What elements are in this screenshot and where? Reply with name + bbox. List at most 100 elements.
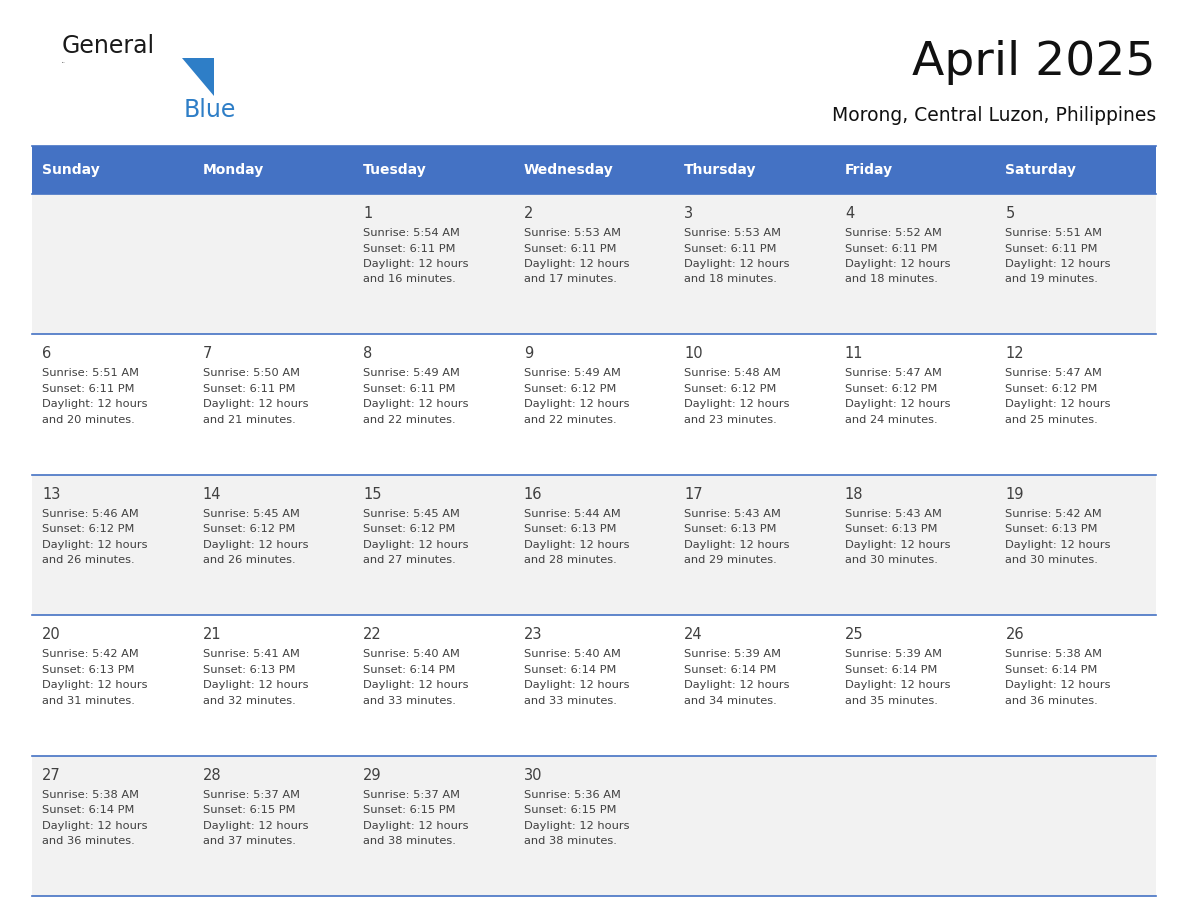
- Text: and 18 minutes.: and 18 minutes.: [684, 274, 777, 285]
- Text: and 37 minutes.: and 37 minutes.: [203, 836, 296, 846]
- Bar: [32, 334, 192, 475]
- Text: Daylight: 12 hours: Daylight: 12 hours: [203, 399, 308, 409]
- Bar: [513, 194, 675, 334]
- Text: 13: 13: [42, 487, 61, 502]
- Text: Daylight: 12 hours: Daylight: 12 hours: [203, 821, 308, 831]
- Text: 6: 6: [42, 346, 51, 362]
- Text: and 38 minutes.: and 38 minutes.: [524, 836, 617, 846]
- Text: 10: 10: [684, 346, 703, 362]
- Text: Daylight: 12 hours: Daylight: 12 hours: [1005, 680, 1111, 690]
- Text: Sunrise: 5:42 AM: Sunrise: 5:42 AM: [42, 649, 139, 659]
- Text: Thursday: Thursday: [684, 163, 757, 177]
- Text: Sunset: 6:11 PM: Sunset: 6:11 PM: [524, 243, 617, 253]
- Text: 24: 24: [684, 627, 703, 643]
- Text: Daylight: 12 hours: Daylight: 12 hours: [203, 540, 308, 550]
- Text: and 27 minutes.: and 27 minutes.: [364, 555, 456, 565]
- Text: Sunrise: 5:48 AM: Sunrise: 5:48 AM: [684, 368, 782, 378]
- Bar: [192, 194, 353, 334]
- Text: Daylight: 12 hours: Daylight: 12 hours: [364, 259, 468, 269]
- Bar: [996, 615, 1156, 756]
- Text: Sunrise: 5:51 AM: Sunrise: 5:51 AM: [42, 368, 139, 378]
- Bar: [513, 615, 675, 756]
- Text: Daylight: 12 hours: Daylight: 12 hours: [684, 680, 790, 690]
- Bar: [192, 756, 353, 896]
- Bar: [996, 756, 1156, 896]
- Text: 14: 14: [203, 487, 221, 502]
- Text: Tuesday: Tuesday: [364, 163, 426, 177]
- Text: 8: 8: [364, 346, 372, 362]
- Text: Daylight: 12 hours: Daylight: 12 hours: [42, 399, 147, 409]
- Text: Sunset: 6:11 PM: Sunset: 6:11 PM: [42, 384, 134, 394]
- Text: 17: 17: [684, 487, 703, 502]
- Text: 29: 29: [364, 767, 381, 783]
- Text: Daylight: 12 hours: Daylight: 12 hours: [684, 259, 790, 269]
- Text: 9: 9: [524, 346, 533, 362]
- Bar: [32, 146, 192, 194]
- Text: Sunrise: 5:43 AM: Sunrise: 5:43 AM: [684, 509, 782, 519]
- Text: Sunset: 6:13 PM: Sunset: 6:13 PM: [684, 524, 777, 534]
- Text: and 21 minutes.: and 21 minutes.: [203, 415, 296, 425]
- Text: 18: 18: [845, 487, 864, 502]
- Text: 12: 12: [1005, 346, 1024, 362]
- Text: Sunrise: 5:52 AM: Sunrise: 5:52 AM: [845, 228, 942, 238]
- Bar: [513, 756, 675, 896]
- Text: 20: 20: [42, 627, 61, 643]
- Text: Sunset: 6:14 PM: Sunset: 6:14 PM: [42, 805, 134, 815]
- Text: Daylight: 12 hours: Daylight: 12 hours: [524, 399, 630, 409]
- Text: 5: 5: [1005, 206, 1015, 221]
- Text: 2: 2: [524, 206, 533, 221]
- Text: Daylight: 12 hours: Daylight: 12 hours: [524, 821, 630, 831]
- Text: Sunrise: 5:49 AM: Sunrise: 5:49 AM: [364, 368, 460, 378]
- Text: Sunset: 6:13 PM: Sunset: 6:13 PM: [524, 524, 617, 534]
- Text: Daylight: 12 hours: Daylight: 12 hours: [524, 680, 630, 690]
- Bar: [32, 756, 192, 896]
- Bar: [835, 475, 996, 615]
- Text: and 26 minutes.: and 26 minutes.: [42, 555, 134, 565]
- Text: Blue: Blue: [184, 98, 236, 122]
- Bar: [353, 615, 513, 756]
- Text: 16: 16: [524, 487, 542, 502]
- Bar: [996, 475, 1156, 615]
- Text: Daylight: 12 hours: Daylight: 12 hours: [42, 821, 147, 831]
- Text: Friday: Friday: [845, 163, 893, 177]
- Text: Sunset: 6:12 PM: Sunset: 6:12 PM: [1005, 384, 1098, 394]
- Bar: [513, 334, 675, 475]
- Text: Aprill: Aprill: [62, 62, 65, 63]
- Bar: [192, 146, 353, 194]
- Text: Sunrise: 5:51 AM: Sunrise: 5:51 AM: [1005, 228, 1102, 238]
- Text: Sunset: 6:14 PM: Sunset: 6:14 PM: [684, 665, 777, 675]
- Text: Sunrise: 5:38 AM: Sunrise: 5:38 AM: [1005, 649, 1102, 659]
- Bar: [353, 756, 513, 896]
- Bar: [996, 194, 1156, 334]
- Bar: [353, 146, 513, 194]
- Text: and 23 minutes.: and 23 minutes.: [684, 415, 777, 425]
- Text: Daylight: 12 hours: Daylight: 12 hours: [684, 540, 790, 550]
- Text: Sunset: 6:12 PM: Sunset: 6:12 PM: [364, 524, 455, 534]
- Text: 27: 27: [42, 767, 61, 783]
- Text: and 36 minutes.: and 36 minutes.: [42, 836, 134, 846]
- Bar: [513, 146, 675, 194]
- Bar: [353, 194, 513, 334]
- Text: Sunset: 6:15 PM: Sunset: 6:15 PM: [364, 805, 456, 815]
- Bar: [675, 756, 835, 896]
- Text: and 17 minutes.: and 17 minutes.: [524, 274, 617, 285]
- Text: Daylight: 12 hours: Daylight: 12 hours: [845, 259, 950, 269]
- Text: and 28 minutes.: and 28 minutes.: [524, 555, 617, 565]
- Text: Sunday: Sunday: [42, 163, 100, 177]
- Text: 11: 11: [845, 346, 864, 362]
- Bar: [835, 334, 996, 475]
- Text: and 30 minutes.: and 30 minutes.: [1005, 555, 1098, 565]
- Bar: [835, 756, 996, 896]
- Bar: [996, 334, 1156, 475]
- Text: Daylight: 12 hours: Daylight: 12 hours: [42, 540, 147, 550]
- Text: Sunrise: 5:49 AM: Sunrise: 5:49 AM: [524, 368, 620, 378]
- Bar: [675, 475, 835, 615]
- Bar: [835, 615, 996, 756]
- Text: Sunset: 6:14 PM: Sunset: 6:14 PM: [364, 665, 455, 675]
- Text: Sunset: 6:12 PM: Sunset: 6:12 PM: [203, 524, 295, 534]
- Text: General: General: [62, 34, 156, 58]
- Text: Sunset: 6:13 PM: Sunset: 6:13 PM: [42, 665, 134, 675]
- Text: and 22 minutes.: and 22 minutes.: [364, 415, 456, 425]
- Text: Sunrise: 5:45 AM: Sunrise: 5:45 AM: [364, 509, 460, 519]
- Text: and 32 minutes.: and 32 minutes.: [203, 696, 296, 706]
